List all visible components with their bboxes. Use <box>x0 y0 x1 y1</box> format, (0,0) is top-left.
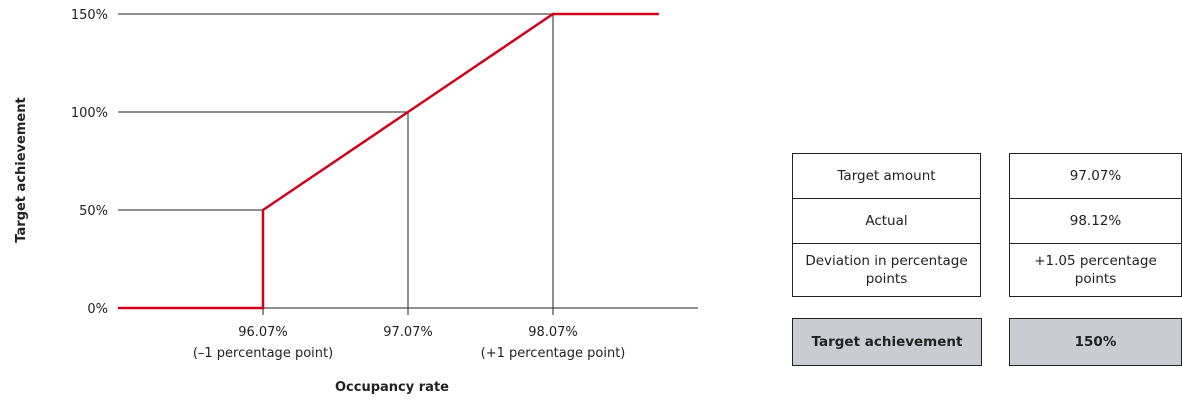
actual-label: Actual <box>792 198 981 244</box>
summary-values-table: 97.07% 98.12% +1.05 percentage points <box>1009 153 1182 297</box>
deviation-value: +1.05 percentage points <box>1009 243 1182 297</box>
target-achievement-chart: 0% 50% 100% 150% 96.07% (–1 percentage point… <box>14 8 698 395</box>
target-achievement-line <box>118 12 659 310</box>
target-amount-label: Target amount <box>792 153 981 199</box>
x-tick-sublabel: (+1 percentage point) <box>481 346 626 361</box>
actual-value: 98.12% <box>1009 198 1182 244</box>
y-tick-label: 50% <box>79 204 108 219</box>
target-achievement-label: Target achievement <box>792 318 982 366</box>
x-axis-title: Occupancy rate <box>335 380 449 395</box>
summary-labels-table: Target amount Actual Deviation in percen… <box>792 153 981 297</box>
x-tick-label: 98.07% <box>528 325 578 340</box>
y-tick-label: 150% <box>71 8 108 23</box>
y-tick-label: 0% <box>87 302 108 317</box>
x-tick-sublabel: (–1 percentage point) <box>193 346 333 361</box>
target-achievement-value: 150% <box>1009 318 1182 366</box>
y-tick-label: 100% <box>71 106 108 121</box>
x-tick-label: 97.07% <box>383 325 433 340</box>
x-tick-label: 96.07% <box>238 325 288 340</box>
target-amount-value: 97.07% <box>1009 153 1182 199</box>
x-tick-labels: 96.07% (–1 percentage point) 97.07% 98.07% (… <box>193 325 626 361</box>
y-axis-title: Target achievement <box>14 97 29 242</box>
y-tick-labels: 0% 50% 100% 150% <box>71 8 108 317</box>
series-lines <box>118 12 659 310</box>
deviation-label: Deviation in percentage points <box>792 243 981 297</box>
